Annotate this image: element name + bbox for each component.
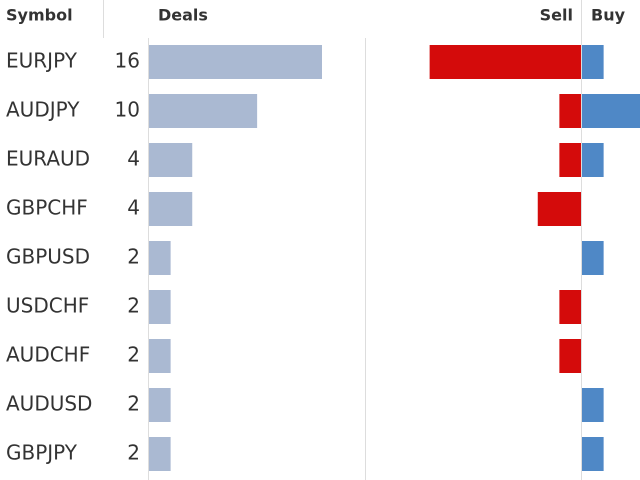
symbol-label: AUDCHF (6, 343, 90, 367)
legend-sell: Sell (540, 6, 573, 25)
sell-bar (559, 94, 581, 128)
symbol-label: EURJPY (6, 49, 78, 73)
sell-bar (429, 45, 581, 79)
deals-count: 10 (115, 98, 140, 122)
buy-bar (582, 143, 604, 177)
deals-bar (149, 94, 258, 128)
buy-bar (582, 94, 640, 128)
sell-bar (559, 339, 581, 373)
deals-bar (149, 241, 171, 275)
deals-count: 2 (127, 392, 140, 416)
symbol-label: GBPUSD (6, 245, 90, 269)
deals-count: 2 (127, 294, 140, 318)
deals-header: Deals (158, 6, 208, 25)
buy-bar (582, 45, 604, 79)
symbol-label: AUDUSD (6, 392, 92, 416)
buy-bar (582, 437, 604, 471)
symbol-label: AUDJPY (6, 98, 80, 122)
deals-count: 4 (127, 196, 140, 220)
deals-bar (149, 437, 171, 471)
buy-bar (582, 388, 604, 422)
buy-bar (582, 241, 604, 275)
symbol-label: USDCHF (6, 294, 89, 318)
legend-buy: Buy (591, 6, 626, 25)
sell-bar (559, 290, 581, 324)
symbol-label: GBPJPY (6, 441, 78, 465)
deals-count: 16 (115, 49, 140, 73)
deals-count: 2 (127, 441, 140, 465)
deals-bar (149, 290, 171, 324)
deals-count: 2 (127, 343, 140, 367)
symbol-label: EURAUD (6, 147, 90, 171)
deals-bar (149, 192, 193, 226)
sell-bar (559, 143, 581, 177)
sell-bar (537, 192, 581, 226)
deals-count: 2 (127, 245, 140, 269)
deals-bar (149, 45, 322, 79)
deals-bar (149, 339, 171, 373)
deals-bar (149, 143, 193, 177)
deals-bar (149, 388, 171, 422)
deals-count: 4 (127, 147, 140, 171)
symbol-label: GBPCHF (6, 196, 88, 220)
symbol-header: Symbol (6, 6, 73, 25)
